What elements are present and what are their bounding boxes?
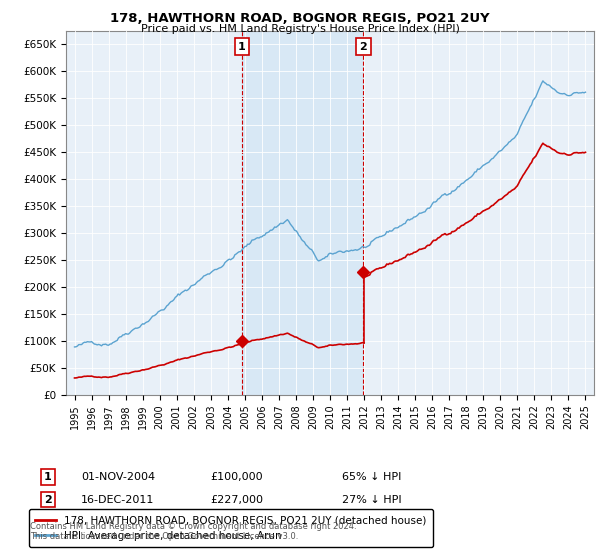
Bar [242, 31, 364, 395]
Text: 2: 2 [359, 42, 367, 52]
Text: £227,000: £227,000 [210, 494, 263, 505]
Text: 178, HAWTHORN ROAD, BOGNOR REGIS, PO21 2UY: 178, HAWTHORN ROAD, BOGNOR REGIS, PO21 2… [110, 12, 490, 25]
Text: 2: 2 [44, 494, 52, 505]
Text: 16-DEC-2011: 16-DEC-2011 [81, 494, 154, 505]
Text: Price paid vs. HM Land Registry's House Price Index (HPI): Price paid vs. HM Land Registry's House … [140, 24, 460, 34]
Text: 65% ↓ HPI: 65% ↓ HPI [342, 472, 401, 482]
Text: 1: 1 [44, 472, 52, 482]
Text: 01-NOV-2004: 01-NOV-2004 [81, 472, 155, 482]
Legend: 178, HAWTHORN ROAD, BOGNOR REGIS, PO21 2UY (detached house), HPI: Average price,: 178, HAWTHORN ROAD, BOGNOR REGIS, PO21 2… [29, 509, 433, 547]
Text: £100,000: £100,000 [210, 472, 263, 482]
Text: Contains HM Land Registry data © Crown copyright and database right 2024.
This d: Contains HM Land Registry data © Crown c… [30, 522, 356, 542]
Text: 27% ↓ HPI: 27% ↓ HPI [342, 494, 401, 505]
Text: 1: 1 [238, 42, 246, 52]
